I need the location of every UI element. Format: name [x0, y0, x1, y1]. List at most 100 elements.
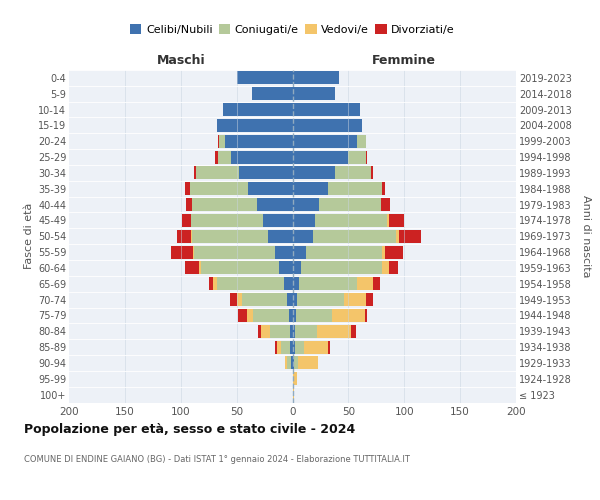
Bar: [296, 309, 332, 322]
Bar: [293, 119, 362, 132]
Bar: [191, 230, 192, 242]
Bar: [293, 372, 297, 385]
Bar: [290, 340, 293, 353]
Bar: [365, 309, 367, 322]
Bar: [293, 230, 313, 242]
Bar: [381, 198, 390, 211]
Bar: [247, 309, 253, 322]
Bar: [284, 356, 287, 370]
Bar: [219, 135, 226, 147]
Bar: [293, 325, 295, 338]
Bar: [293, 103, 359, 116]
Bar: [315, 214, 388, 227]
Text: Maschi: Maschi: [157, 54, 205, 68]
Bar: [388, 214, 389, 227]
Bar: [290, 325, 293, 338]
Bar: [190, 182, 248, 195]
Bar: [213, 278, 217, 290]
Bar: [231, 150, 293, 164]
Bar: [350, 325, 356, 338]
Bar: [344, 293, 366, 306]
Bar: [317, 325, 350, 338]
Y-axis label: Fasce di età: Fasce di età: [23, 203, 34, 270]
Bar: [398, 230, 421, 242]
Bar: [319, 198, 381, 211]
Text: Popolazione per età, sesso e stato civile - 2024: Popolazione per età, sesso e stato civil…: [24, 422, 355, 436]
Legend: Celibi/Nubili, Coniugati/e, Vedovi/e, Divorziati/e: Celibi/Nubili, Coniugati/e, Vedovi/e, Di…: [130, 24, 455, 35]
Bar: [295, 325, 317, 338]
Bar: [261, 325, 270, 338]
Bar: [293, 356, 298, 370]
Bar: [193, 246, 194, 258]
Bar: [230, 293, 236, 306]
Bar: [252, 88, 293, 100]
Bar: [217, 119, 293, 132]
Bar: [349, 150, 366, 164]
Bar: [275, 246, 293, 258]
Bar: [371, 166, 373, 179]
Bar: [236, 72, 293, 85]
Bar: [389, 262, 398, 274]
Bar: [268, 230, 293, 242]
Bar: [215, 150, 218, 164]
Bar: [293, 135, 358, 147]
Bar: [209, 278, 213, 290]
Bar: [293, 198, 319, 211]
Bar: [192, 198, 257, 211]
Bar: [187, 198, 192, 211]
Bar: [293, 246, 306, 258]
Bar: [248, 182, 293, 195]
Bar: [263, 214, 293, 227]
Bar: [218, 135, 219, 147]
Bar: [385, 246, 403, 258]
Bar: [239, 166, 293, 179]
Bar: [185, 262, 199, 274]
Bar: [335, 166, 371, 179]
Bar: [217, 278, 284, 290]
Bar: [196, 166, 239, 179]
Bar: [293, 214, 315, 227]
Bar: [253, 309, 289, 322]
Bar: [373, 278, 380, 290]
Bar: [293, 278, 299, 290]
Bar: [366, 293, 373, 306]
Bar: [313, 230, 397, 242]
Bar: [299, 278, 358, 290]
Bar: [328, 182, 382, 195]
Bar: [382, 262, 389, 274]
Bar: [182, 214, 191, 227]
Bar: [293, 88, 335, 100]
Bar: [328, 340, 331, 353]
Bar: [306, 246, 382, 258]
Bar: [293, 293, 297, 306]
Bar: [226, 135, 293, 147]
Bar: [199, 262, 201, 274]
Bar: [170, 246, 193, 258]
Bar: [242, 293, 287, 306]
Bar: [292, 356, 293, 370]
Bar: [192, 230, 268, 242]
Bar: [270, 325, 290, 338]
Bar: [332, 309, 365, 322]
Bar: [185, 182, 190, 195]
Bar: [275, 340, 277, 353]
Bar: [194, 166, 196, 179]
Bar: [358, 135, 366, 147]
Bar: [277, 340, 281, 353]
Bar: [293, 166, 335, 179]
Bar: [287, 293, 293, 306]
Bar: [293, 262, 301, 274]
Bar: [389, 214, 404, 227]
Bar: [293, 182, 328, 195]
Text: Femmine: Femmine: [372, 54, 436, 68]
Bar: [236, 293, 242, 306]
Bar: [289, 309, 293, 322]
Bar: [293, 309, 296, 322]
Bar: [287, 356, 292, 370]
Bar: [358, 278, 373, 290]
Bar: [223, 103, 293, 116]
Bar: [191, 214, 263, 227]
Bar: [279, 262, 293, 274]
Bar: [298, 356, 318, 370]
Bar: [295, 340, 304, 353]
